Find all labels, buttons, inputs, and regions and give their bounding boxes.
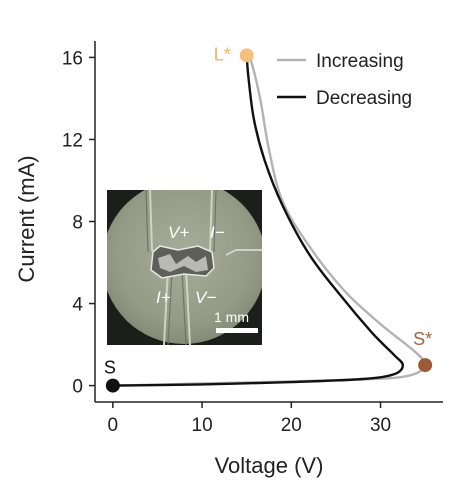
inset-label-v-plus: V+ <box>168 223 189 242</box>
markers-group: L* S* S <box>104 44 433 393</box>
legend-label-decreasing: Decreasing <box>316 88 412 109</box>
x-tick-label: 0 <box>108 415 119 436</box>
y-tick-label: 8 <box>72 213 83 234</box>
y-tick-label: 0 <box>72 377 83 398</box>
inset-label-v-minus: V− <box>195 288 216 307</box>
y-axis-label: Current (mA) <box>14 155 39 282</box>
inset-scale-label: 1 mm <box>214 309 249 325</box>
series-line-decreasing <box>112 55 404 387</box>
legend: Increasing Decreasing <box>277 51 412 109</box>
inset-label-i-minus: I− <box>210 223 225 242</box>
y-tick-label: 4 <box>72 295 83 316</box>
inset-wires <box>149 190 262 345</box>
marker-s-star <box>418 358 433 373</box>
inset-sample-highlight <box>158 254 208 272</box>
x-tick-label: 20 <box>281 415 302 436</box>
inset-scale-bar <box>216 328 258 333</box>
axes: 0 10 20 30 0 4 8 12 16 <box>62 41 443 436</box>
y-tick-label: 16 <box>62 48 83 69</box>
marker-label: S* <box>413 329 432 349</box>
x-tick-label: 30 <box>370 415 391 436</box>
x-tick-label: 10 <box>192 415 213 436</box>
x-axis-label: Voltage (V) <box>215 453 324 478</box>
inset-label-i-plus: I+ <box>156 288 171 307</box>
inset-photo: V+ I− I+ V− 1 mm <box>107 190 262 345</box>
marker-label: L* <box>214 44 231 64</box>
inset-wire-shadows <box>145 190 217 345</box>
marker-label: S <box>104 358 116 378</box>
series-group <box>112 54 427 387</box>
y-tick-label: 12 <box>62 130 83 151</box>
legend-label-increasing: Increasing <box>316 51 404 72</box>
marker-l-star <box>239 48 254 63</box>
marker-s <box>105 378 120 393</box>
